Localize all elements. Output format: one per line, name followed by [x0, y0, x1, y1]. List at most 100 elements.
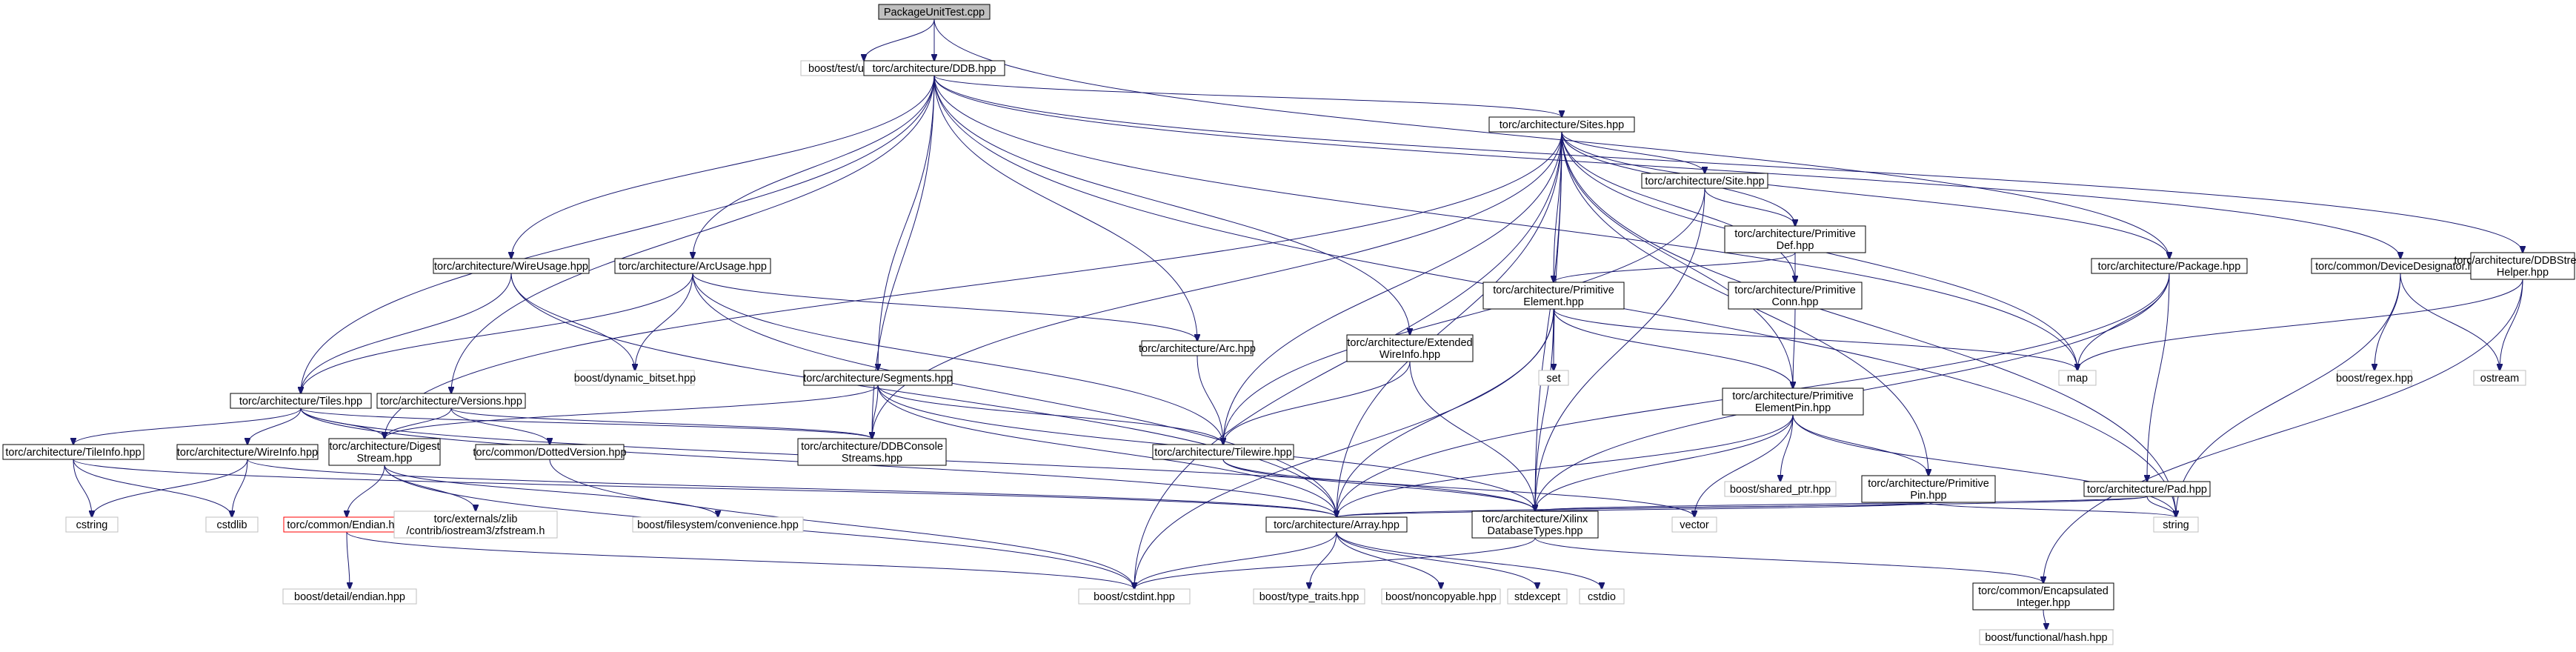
edge-n_versions-to-n_dotted [450, 408, 550, 445]
node-label: torc/architecture/DDB.hpp [873, 63, 996, 75]
node-tileinfo[interactable]: torc/architecture/TileInfo.hpp [2, 444, 144, 460]
edge-n_arcusage-to-n_tilewire [692, 273, 1223, 445]
node-primelempin[interactable]: torc/architecture/PrimitiveElementPin.hp… [1722, 387, 1864, 416]
node-label: torc/architecture/Versions.hpp [380, 396, 522, 408]
node-tilewire[interactable]: torc/architecture/Tilewire.hpp [1152, 444, 1294, 460]
node-box [1728, 282, 1863, 310]
node-ddbsh[interactable]: torc/architecture/DDBStreamHelper.hpp [2454, 252, 2576, 280]
node-endian[interactable]: torc/common/Endian.hpp [283, 516, 410, 533]
node-label: torc/architecture/Primitive [1868, 478, 1989, 490]
node-arcusage[interactable]: torc/architecture/ArcUsage.hpp [614, 258, 771, 274]
node-label: torc/architecture/Xilinx [1482, 513, 1588, 525]
node-box [878, 4, 991, 20]
node-label: torc/common/Encapsulated [1978, 585, 2109, 597]
edge-n_primelempin-to-n_primpin [1792, 414, 1928, 476]
edge-n_array-to-n_cstdio [1336, 531, 1602, 589]
node-label: boost/regex.hpp [2336, 373, 2413, 385]
node-pkgtest[interactable]: PackageUnitTest.cpp [878, 4, 991, 20]
node-label: torc/architecture/TileInfo.hpp [5, 447, 141, 459]
edge-n_site-to-n_primdef [1704, 187, 1795, 226]
node-label: set [1546, 373, 1560, 385]
node-label: torc/common/Endian.hpp [287, 519, 406, 531]
node-funchash: boost/functional/hash.hpp [1979, 629, 2114, 645]
edge-n_segments-to-n_digest [385, 385, 879, 439]
edge-n_xdt-to-n_encint [1534, 537, 2043, 583]
edge-n_segments-to-n_array [877, 385, 1337, 517]
node-wireinfo[interactable]: torc/architecture/WireInfo.hpp [176, 444, 319, 460]
node-box [282, 588, 417, 605]
edge-n_segments-to-n_tilewire [877, 385, 1223, 445]
node-sites[interactable]: torc/architecture/Sites.hpp [1488, 116, 1635, 133]
node-box [1078, 588, 1191, 605]
node-box [1381, 588, 1501, 605]
edge-n_digest-to-n_fsconv [384, 465, 718, 517]
node-versions[interactable]: torc/architecture/Versions.hpp [376, 393, 526, 409]
node-label: torc/common/DeviceDesignator.hpp [2315, 261, 2486, 273]
edge-n_ddb-to-n_versions [451, 75, 935, 393]
edge-n_primpin-to-n_array [1337, 502, 1929, 517]
edge-n_primdef-to-n_primelem [1554, 252, 1796, 282]
node-box [1724, 225, 1866, 253]
edge-n_wireinfo-to-n_cstdlib [232, 459, 248, 517]
node-noncopy: boost/noncopyable.hpp [1381, 588, 1501, 605]
edge-n_arcusage-to-n_array [692, 273, 1337, 517]
node-dotted[interactable]: torc/common/DottedVersion.hpp [473, 444, 627, 460]
node-set: set [1538, 370, 1569, 386]
node-wireusage[interactable]: torc/architecture/WireUsage.hpp [433, 258, 590, 274]
node-box [2153, 516, 2199, 533]
edge-n_arc-to-n_tilewire [1197, 355, 1223, 445]
edge-n_tiles-to-n_wireinfo [247, 408, 302, 445]
node-dynbitset: boost/dynamic_bitset.hpp [574, 370, 696, 386]
node-devdes[interactable]: torc/common/DeviceDesignator.hpp [2311, 258, 2490, 274]
edge-n_digest-to-n_zfstream [384, 465, 476, 511]
edge-n_devdes-to-n_ostream [2400, 273, 2500, 370]
edge-n_wireusage-to-n_dynbitset [510, 273, 635, 370]
node-label: torc/architecture/Tilewire.hpp [1154, 447, 1292, 459]
node-package[interactable]: torc/architecture/Package.hpp [2091, 258, 2248, 274]
edge-n_pkgtest-to-n_package [933, 19, 2169, 259]
node-label: torc/architecture/Tiles.hpp [239, 396, 362, 408]
node-label: boost/dynamic_bitset.hpp [574, 373, 696, 385]
node-pad[interactable]: torc/architecture/Pad.hpp [2083, 481, 2211, 497]
node-box [393, 510, 558, 539]
node-ddb[interactable]: torc/architecture/DDB.hpp [863, 60, 1005, 76]
edge-n_primelem-to-n_xdt [1535, 308, 1554, 511]
edge-n_extwire-to-n_xdt [1409, 361, 1535, 511]
edge-n_package-to-n_map [2077, 273, 2170, 370]
edge-n_ddbsh-to-n_encint [2043, 279, 2523, 583]
node-box [328, 438, 441, 466]
nodes-layer: PackageUnitTest.cppboost/test/unit_test.… [2, 4, 2576, 645]
edge-n_package-to-n_pad [2147, 273, 2170, 482]
node-box [1253, 588, 1365, 605]
node-box [1972, 582, 2114, 611]
node-box [475, 444, 625, 460]
edge-n_primelem-to-n_map [1553, 308, 2077, 370]
edge-n_tileinfo-to-n_cstring [73, 459, 92, 517]
edge-n_pad-to-n_array [1337, 496, 2148, 517]
node-array[interactable]: torc/architecture/Array.hpp [1265, 516, 1408, 533]
node-xdt[interactable]: torc/architecture/XilinxDatabaseTypes.hp… [1471, 510, 1599, 539]
edge-n_site-to-n_xdt [1535, 187, 1705, 511]
node-segments[interactable]: torc/architecture/Segments.hpp [803, 370, 953, 386]
node-site[interactable]: torc/architecture/Site.hpp [1641, 173, 1768, 189]
node-label: torc/architecture/Pad.hpp [2087, 484, 2207, 496]
node-label: Element.hpp [1523, 296, 1583, 308]
node-box [1979, 629, 2114, 645]
node-box [1671, 516, 1717, 533]
node-box [575, 370, 695, 386]
node-tiles[interactable]: torc/architecture/Tiles.hpp [230, 393, 372, 409]
node-box [2091, 258, 2248, 274]
node-label: boost/shared_ptr.hpp [1730, 484, 1831, 496]
edge-n_versions-to-n_ddbconsole [450, 408, 872, 439]
edge-n_encint-to-n_funchash [2043, 609, 2046, 630]
node-label: Stream.hpp [357, 453, 413, 465]
node-arc[interactable]: torc/architecture/Arc.hpp [1139, 340, 1256, 356]
